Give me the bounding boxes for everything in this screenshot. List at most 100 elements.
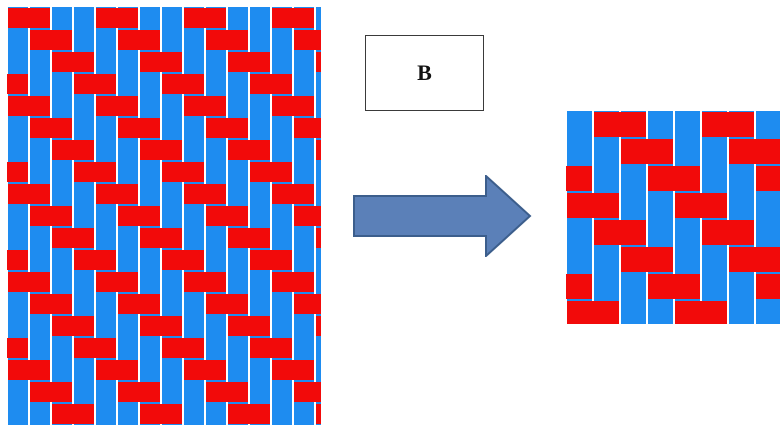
label-text: B (417, 60, 432, 85)
large-weave-weft-float (30, 30, 72, 50)
large-weave-weft-float (206, 294, 248, 314)
small-weave-weft-float (729, 139, 780, 164)
large-weave-weft-float (96, 184, 138, 204)
large-weave-weft-float (272, 96, 314, 116)
large-weave-weft-float (184, 272, 226, 292)
large-weave-weft-float (250, 338, 292, 358)
large-weave-weft-float (52, 316, 94, 336)
large-weave-weft-float (294, 118, 321, 138)
small-weave-weft-float (567, 193, 619, 218)
large-weave-weft-float (52, 140, 94, 160)
large-weave-weft-float (294, 206, 321, 226)
large-weave-weft-float (96, 96, 138, 116)
large-weave-weft-float (96, 8, 138, 28)
large-weave-weft-float (206, 206, 248, 226)
large-weave-weft-float (8, 8, 50, 28)
large-weave-weft-float (184, 360, 226, 380)
large-weave-weft-float (272, 360, 314, 380)
large-weave-weft-float (272, 8, 314, 28)
large-weave-weft-float (228, 316, 270, 336)
small-weave-weft-float (702, 220, 754, 245)
large-weave-weft-float (206, 30, 248, 50)
large-weave-weft-float (250, 162, 292, 182)
small-weave-weft-float (621, 139, 673, 164)
large-weave-weft-float (206, 118, 248, 138)
small-weave-weft-float (675, 301, 727, 324)
large-weave-weft-float (96, 272, 138, 292)
large-weave-weft-float (272, 272, 314, 292)
small-weave-weft-float (648, 166, 700, 191)
small-weave-weft-float (756, 274, 780, 299)
small-weave-weft-float (567, 301, 619, 324)
large-weave-weft-float (294, 382, 321, 402)
large-weave-weft-float (184, 184, 226, 204)
large-weave-weft-float (52, 52, 94, 72)
large-weave-svg (7, 7, 321, 425)
large-weave-weft-float (316, 228, 321, 248)
large-weave-weft-float (162, 74, 204, 94)
large-weave-weft-float (74, 74, 116, 94)
small-weave-weft-float (566, 166, 592, 191)
large-weave-weft-float (140, 228, 182, 248)
large-weave-weft-float (30, 382, 72, 402)
large-weave-pattern (7, 7, 321, 425)
large-weave-weft-float (8, 184, 50, 204)
large-weave-weft-float (140, 404, 182, 424)
large-weave-weft-float (316, 140, 321, 160)
right-arrow-icon (353, 175, 532, 257)
large-weave-weft-float (140, 140, 182, 160)
large-weave-weft-float (162, 250, 204, 270)
large-weave-weft-float (7, 162, 28, 182)
large-weave-weft-float (228, 140, 270, 160)
large-weave-weft-float (7, 250, 28, 270)
large-weave-weft-float (316, 404, 321, 424)
large-weave-weft-float (7, 74, 28, 94)
small-weave-weft-float (594, 112, 646, 137)
large-weave-weft-float (316, 52, 321, 72)
large-weave-weft-float (52, 404, 94, 424)
large-weave-weft-float (118, 206, 160, 226)
large-weave-weft-float (118, 30, 160, 50)
large-weave-weft-float (228, 228, 270, 248)
large-weave-weft-float (316, 316, 321, 336)
large-weave-weft-float (74, 162, 116, 182)
large-weave-weft-float (8, 272, 50, 292)
large-weave-weft-float (74, 250, 116, 270)
large-weave-weft-float (30, 206, 72, 226)
large-weave-weft-float (228, 52, 270, 72)
large-weave-weft-float (96, 360, 138, 380)
small-weave-weft-float (675, 193, 727, 218)
large-weave-weft-float (118, 294, 160, 314)
small-weave-weft-float (594, 220, 646, 245)
small-weave-weft-float (621, 247, 673, 272)
small-weave-svg (566, 111, 780, 324)
large-weave-weft-float (74, 338, 116, 358)
large-weave-weft-float (30, 118, 72, 138)
large-weave-weft-float (184, 8, 226, 28)
large-weave-weft-float (52, 228, 94, 248)
large-weave-weft-float (206, 382, 248, 402)
small-weave-pattern (566, 111, 780, 324)
large-weave-weft-float (272, 184, 314, 204)
large-weave-weft-float (184, 96, 226, 116)
small-weave-weft-float (648, 274, 700, 299)
large-weave-weft-float (30, 294, 72, 314)
large-weave-weft-float (250, 74, 292, 94)
large-weave-weft-float (140, 52, 182, 72)
large-weave-weft-float (162, 162, 204, 182)
large-weave-weft-float (162, 338, 204, 358)
large-weave-weft-float (228, 404, 270, 424)
small-weave-weft-float (729, 247, 780, 272)
large-weave-weft-float (294, 30, 321, 50)
large-weave-weft-float (140, 316, 182, 336)
label-box: B (365, 35, 484, 111)
large-weave-weft-float (8, 360, 50, 380)
large-weave-weft-float (7, 338, 28, 358)
large-weave-weft-float (8, 96, 50, 116)
small-weave-weft-float (702, 112, 754, 137)
large-weave-weft-float (118, 118, 160, 138)
large-weave-weft-float (250, 250, 292, 270)
large-weave-weft-float (294, 294, 321, 314)
small-weave-weft-float (756, 166, 780, 191)
large-weave-weft-float (118, 382, 160, 402)
